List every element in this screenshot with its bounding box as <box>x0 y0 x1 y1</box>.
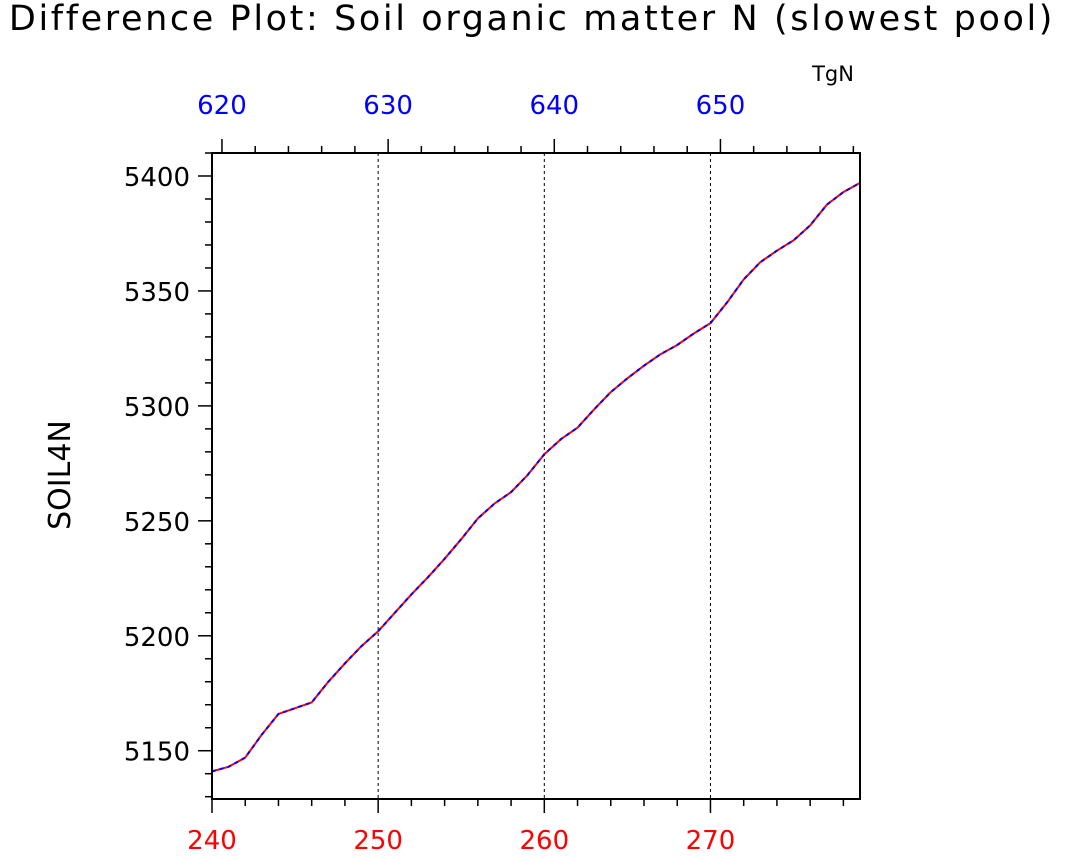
top-x-tick-label: 640 <box>529 91 579 121</box>
series-line-solid <box>211 182 861 773</box>
bottom-x-tick-label: 240 <box>187 826 237 856</box>
y-tick-label: 5350 <box>124 278 190 308</box>
y-tick-label: 5200 <box>124 623 190 653</box>
bottom-x-tick-label: 260 <box>519 826 569 856</box>
bottom-x-tick-label: 270 <box>686 826 736 856</box>
top-x-tick-label: 650 <box>696 91 746 121</box>
tick-labels: 240 250 260 270 620 630 640 650 5150 5200 5250 5300… <box>124 91 745 856</box>
y-axis-label: SOIL4N <box>43 420 78 530</box>
series-line-dashed <box>211 182 861 773</box>
y-tick-label: 5150 <box>124 738 190 768</box>
data-lines <box>211 182 861 773</box>
y-tick-label: 5250 <box>124 508 190 538</box>
units-label: TgN <box>811 62 854 86</box>
y-tick-label: 5400 <box>124 163 190 193</box>
axis-ticks <box>198 139 855 813</box>
plot-frame <box>211 152 861 800</box>
grid-lines <box>377 153 711 799</box>
top-x-tick-label: 620 <box>197 91 247 121</box>
top-x-tick-label: 630 <box>363 91 413 121</box>
bottom-x-tick-label: 250 <box>353 826 403 856</box>
chart-title: Difference Plot: Soil organic matter N (… <box>9 0 1055 39</box>
y-tick-label: 5300 <box>124 393 190 423</box>
